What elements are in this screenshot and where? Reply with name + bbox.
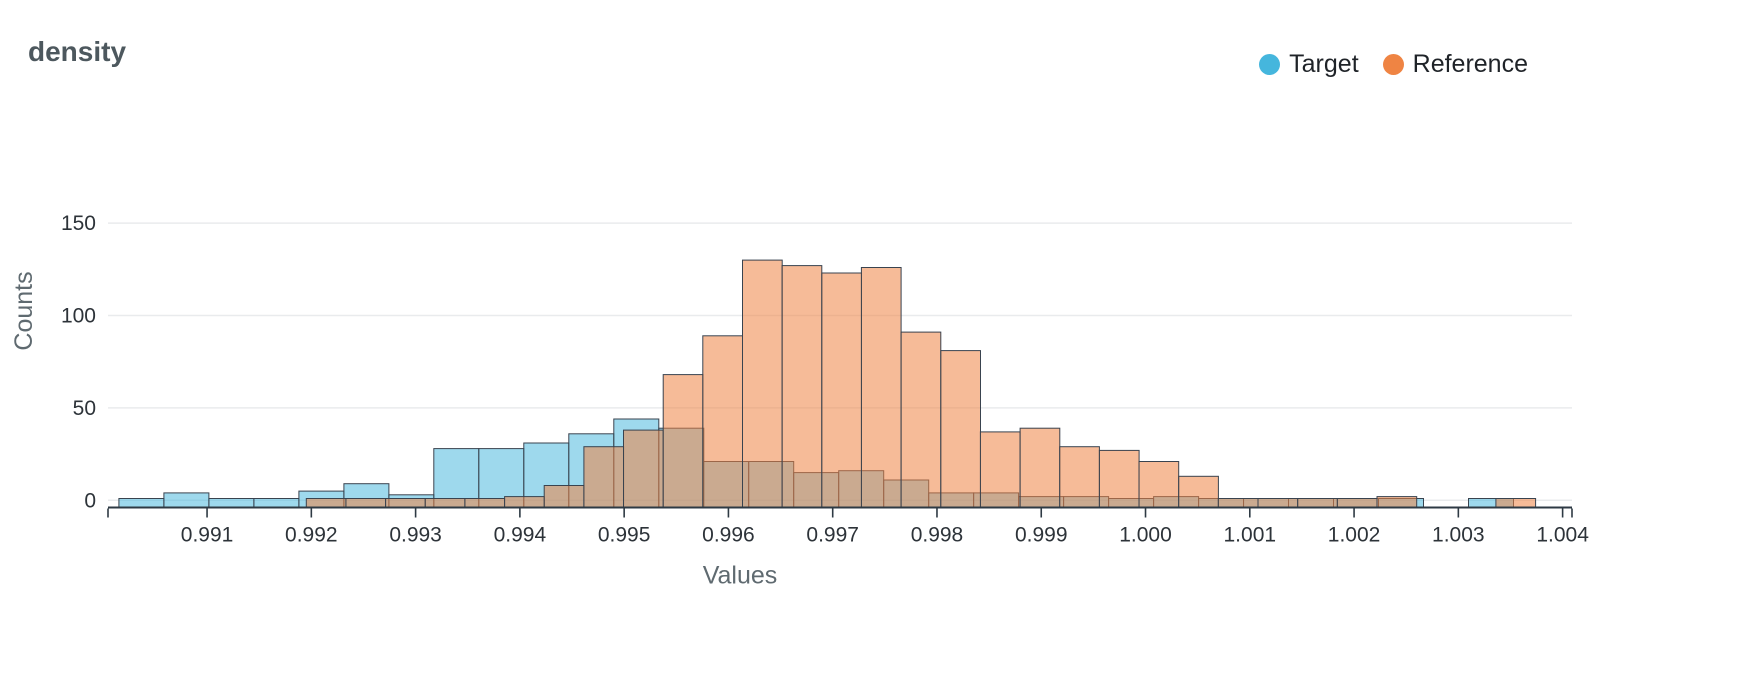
chart-title: density (28, 36, 127, 67)
y-axis-title: Counts (10, 271, 38, 350)
histogram-bar-reference[interactable] (623, 429, 664, 509)
histogram-bar-reference[interactable] (702, 335, 743, 508)
x-tick-label: 0.993 (389, 524, 442, 547)
histogram-bar-reference[interactable] (1098, 449, 1140, 508)
x-tick-label: 0.995 (598, 524, 651, 547)
histogram-bar-reference[interactable] (345, 498, 387, 508)
histogram-bar-reference[interactable] (1495, 498, 1537, 508)
x-tick-label: 1.004 (1536, 524, 1589, 547)
histogram-bar-reference[interactable] (1297, 498, 1338, 508)
histogram-bar-target[interactable] (118, 498, 165, 508)
x-tick-label: 1.002 (1328, 524, 1381, 547)
legend-dot-target (1259, 54, 1281, 75)
y-tick-label: 0 (84, 489, 96, 512)
x-tick-label: 1.003 (1432, 524, 1485, 547)
histogram-bar-target[interactable] (163, 492, 210, 508)
histogram-bar-reference[interactable] (464, 498, 506, 508)
histogram-bar-reference[interactable] (504, 496, 545, 509)
histogram-bar-reference[interactable] (1336, 498, 1378, 508)
histogram-bar-reference[interactable] (781, 265, 823, 508)
histogram-bar-reference[interactable] (1059, 446, 1100, 509)
histogram-bar-target[interactable] (253, 498, 300, 508)
histogram-bar-reference[interactable] (662, 374, 704, 508)
histogram-bar-target[interactable] (208, 498, 255, 508)
histogram-bar-reference[interactable] (424, 498, 466, 508)
histogram-bar-reference[interactable] (583, 446, 625, 509)
histogram-bar-reference[interactable] (742, 259, 783, 508)
x-tick-label: 0.999 (1015, 524, 1068, 547)
x-tick-label: 0.996 (702, 524, 755, 547)
x-axis-title: Values (703, 562, 778, 590)
chart-legend: Target Reference (1238, 50, 1528, 79)
x-tick-label: 0.998 (911, 524, 964, 547)
x-tick-label: 0.991 (181, 524, 234, 547)
histogram-bar-reference[interactable] (821, 272, 862, 508)
legend-label: Reference (1412, 50, 1528, 78)
x-tick-label: 0.994 (494, 524, 547, 547)
legend-dot-reference (1382, 54, 1404, 75)
histogram-bar-reference[interactable] (940, 350, 981, 508)
histogram-bar-reference[interactable] (305, 498, 347, 508)
x-tick-label: 0.997 (806, 524, 859, 547)
histogram-bar-reference[interactable] (1178, 475, 1219, 508)
histogram-bar-reference[interactable] (1019, 427, 1061, 509)
histogram-bar-reference[interactable] (1217, 498, 1259, 508)
histogram-bar-reference[interactable] (979, 431, 1021, 508)
legend-item-reference[interactable]: Reference (1382, 50, 1528, 79)
x-tick-label: 0.992 (285, 524, 338, 547)
y-tick-label: 150 (61, 212, 96, 235)
histogram-bar-reference[interactable] (385, 498, 426, 508)
x-tick-label: 1.001 (1224, 524, 1277, 547)
histogram-bar-reference[interactable] (1376, 496, 1418, 509)
y-tick-label: 50 (73, 397, 96, 420)
y-tick-label: 100 (61, 305, 96, 328)
histogram-plot[interactable]: 0.991 0.992 0.993 0.994 0.995 0.996 0.997 0.998… (0, 76, 1764, 696)
legend-label: Target (1289, 50, 1359, 78)
histogram-bar-reference[interactable] (1138, 461, 1180, 508)
histogram-bar-reference[interactable] (1257, 498, 1299, 508)
histogram-bar-reference[interactable] (900, 331, 942, 508)
legend-item-target[interactable]: Target (1259, 50, 1359, 79)
histogram-bar-reference[interactable] (543, 485, 585, 508)
x-tick-label: 1.000 (1119, 524, 1172, 547)
histogram-bar-reference[interactable] (860, 267, 902, 508)
